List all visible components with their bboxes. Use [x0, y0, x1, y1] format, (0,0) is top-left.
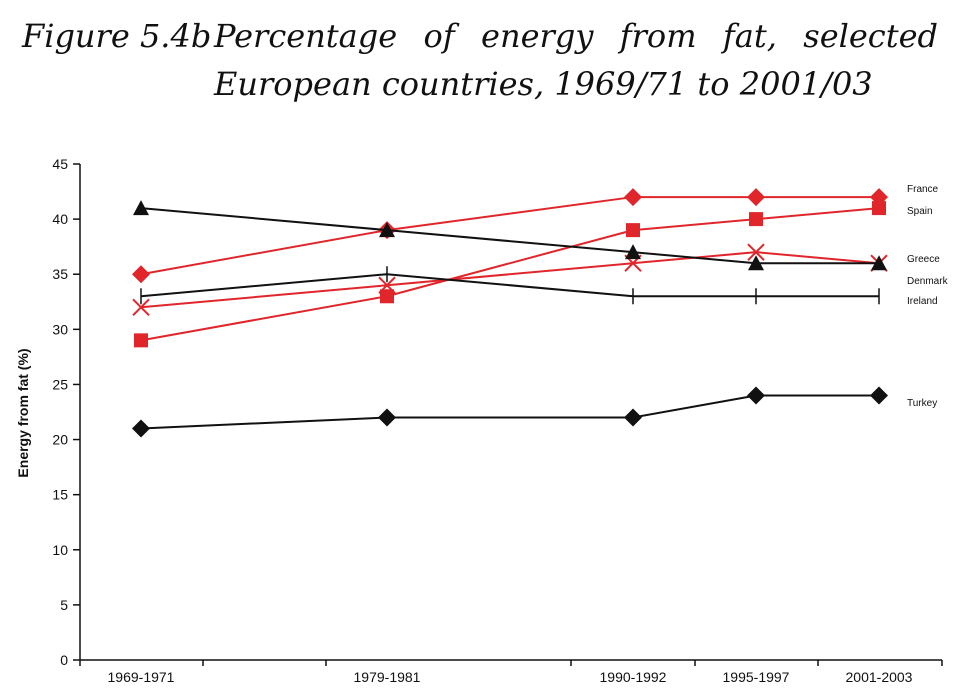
x-tick-label: 2001-2003	[846, 669, 913, 685]
legend-layer: France Spain Greece Denmark Ireland Turkey	[907, 184, 949, 409]
legend-label-turkey: Turkey	[907, 398, 937, 409]
legend-label-france: France	[907, 184, 939, 195]
figure-title: Percentage of energy from fat, selected …	[214, 17, 938, 103]
series-france	[132, 188, 888, 284]
series-line-turkey	[140, 394, 879, 430]
legend-label-greece: Greece	[907, 254, 940, 265]
legend-label-spain: Spain	[907, 206, 933, 217]
y-tick-label: 0	[60, 652, 68, 668]
data-point-france	[132, 265, 150, 284]
data-point-spain	[134, 333, 148, 348]
data-point-denmark	[871, 255, 887, 271]
data-point-denmark	[379, 222, 395, 238]
data-point-spain	[626, 223, 640, 238]
x-tick-label: 1995-1997	[723, 669, 790, 685]
series-ireland	[140, 266, 880, 305]
x-tick-label: 1990-1992	[600, 669, 667, 685]
data-point-denmark	[133, 200, 149, 216]
x-tick-label: 1979-1981	[354, 669, 421, 685]
series-layer	[132, 188, 888, 438]
y-tick-label: 30	[52, 321, 68, 337]
series-turkey	[132, 386, 888, 438]
data-point-greece	[132, 298, 150, 316]
data-point-greece	[747, 243, 765, 261]
data-point-spain	[749, 212, 763, 227]
series-line-ireland	[140, 273, 879, 298]
y-tick-label: 45	[52, 156, 68, 172]
legend-label-denmark: Denmark	[907, 276, 949, 287]
data-point-denmark	[625, 244, 641, 260]
y-tick-label: 10	[52, 542, 68, 558]
series-denmark	[133, 200, 887, 271]
legend-label-ireland: Ireland	[907, 296, 938, 307]
data-point-spain	[872, 201, 886, 216]
data-point-turkey	[132, 419, 150, 438]
y-tick-label: 15	[52, 487, 68, 503]
data-point-turkey	[747, 386, 765, 405]
series-spain	[134, 201, 886, 348]
x-tick-label: 1969-1971	[108, 669, 175, 685]
y-tick-label: 40	[52, 211, 68, 227]
series-line-greece	[140, 251, 880, 309]
data-point-france	[624, 188, 642, 207]
y-tick-label: 5	[60, 597, 68, 613]
axes: 0 5 10 15 20 25 30 35 40 45 1969-1971 1979-1981 1990…	[52, 156, 943, 685]
data-point-spain	[380, 289, 394, 304]
data-point-turkey	[870, 386, 888, 405]
figure-number: Figure 5.4b	[22, 17, 212, 55]
y-axis-label: Energy from fat (%)	[15, 348, 31, 477]
data-point-turkey	[378, 408, 396, 427]
data-point-denmark	[748, 255, 764, 271]
y-tick-label: 35	[52, 266, 68, 282]
data-point-greece	[378, 276, 396, 294]
y-tick-label: 20	[52, 432, 68, 448]
data-point-france	[747, 188, 765, 207]
y-tick-label: 25	[52, 376, 68, 392]
data-point-turkey	[624, 408, 642, 427]
